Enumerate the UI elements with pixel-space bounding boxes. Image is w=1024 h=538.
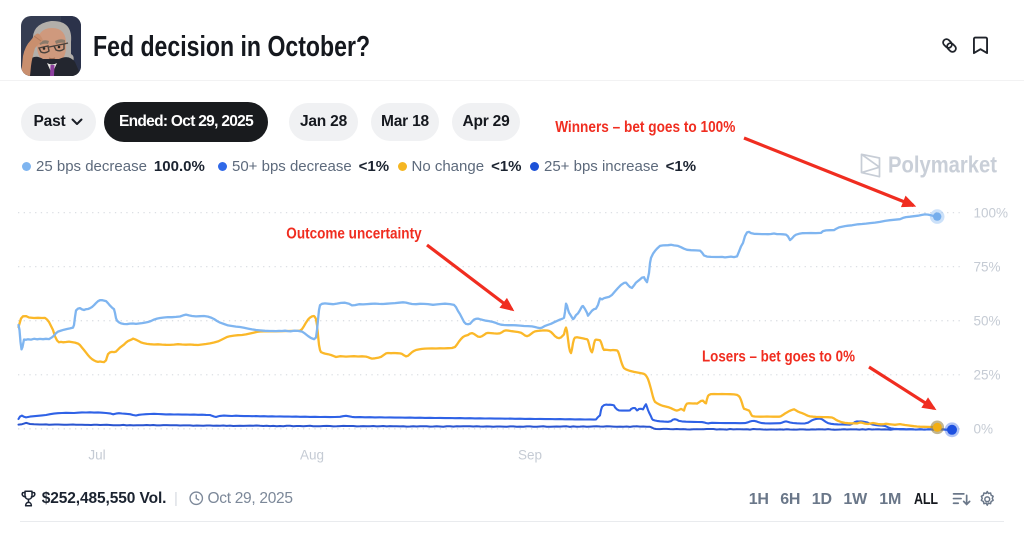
svg-text:0%: 0% bbox=[974, 422, 994, 437]
svg-text:Losers – bet goes to 0%: Losers – bet goes to 0% bbox=[702, 348, 855, 365]
svg-text:50%: 50% bbox=[974, 314, 1001, 329]
svg-text:Polymarket: Polymarket bbox=[888, 152, 997, 178]
svg-text:Jul: Jul bbox=[88, 448, 105, 463]
svg-text:Outcome uncertainty: Outcome uncertainty bbox=[286, 226, 422, 243]
svg-text:Winners – bet goes to 100%: Winners – bet goes to 100% bbox=[555, 119, 735, 136]
svg-text:Sep: Sep bbox=[518, 448, 542, 463]
svg-text:75%: 75% bbox=[974, 259, 1001, 274]
svg-text:25%: 25% bbox=[974, 368, 1001, 383]
svg-text:100%: 100% bbox=[974, 205, 1009, 220]
svg-text:Aug: Aug bbox=[300, 448, 324, 463]
